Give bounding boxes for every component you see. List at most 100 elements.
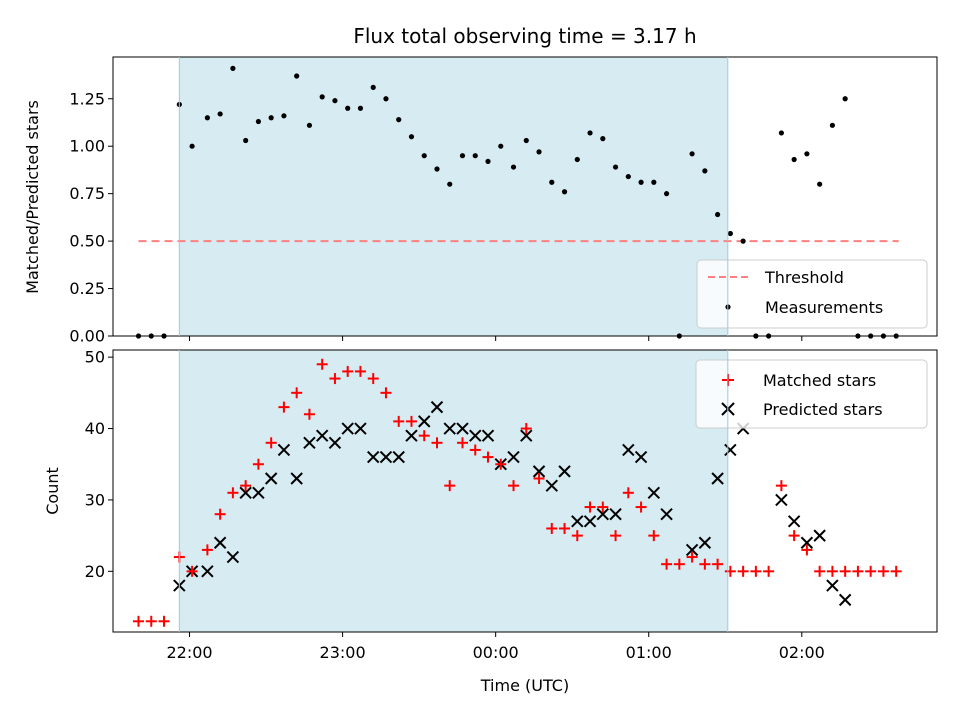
measurement-point bbox=[549, 179, 555, 185]
y-tick-label: 0.75 bbox=[69, 184, 105, 203]
matched-star-point bbox=[877, 565, 889, 577]
predicted-star-point bbox=[634, 450, 648, 464]
top-observing-window bbox=[179, 57, 728, 336]
measurement-point bbox=[587, 130, 593, 136]
predicted-star-point bbox=[558, 465, 571, 478]
predicted-star-point bbox=[290, 472, 303, 485]
measurement-point bbox=[357, 105, 364, 111]
matched-star-point bbox=[584, 501, 596, 513]
measurement-point bbox=[230, 65, 236, 71]
measurement-point bbox=[510, 164, 517, 170]
predicted-star-point bbox=[430, 400, 444, 414]
bottom-y-axis-label: Count bbox=[43, 467, 62, 515]
predicted-star-point bbox=[367, 450, 380, 464]
matched-star-point bbox=[763, 565, 775, 577]
matched-star-point bbox=[186, 565, 198, 577]
bottom-x-axis: 22:00 23:00 00:00 01:00 02:00 bbox=[166, 632, 825, 662]
predicted-star-point bbox=[711, 472, 724, 485]
predicted-star-point bbox=[571, 515, 584, 528]
predicted-star-point bbox=[520, 429, 533, 442]
y-tick-label: 0.25 bbox=[69, 279, 105, 298]
matched-star-point bbox=[673, 558, 685, 570]
predicted-star-point bbox=[239, 486, 252, 499]
top-legend: Threshold Measurements bbox=[696, 259, 928, 329]
matched-star-point bbox=[201, 544, 213, 556]
bottom-legend-box bbox=[695, 359, 928, 429]
matched-star-point bbox=[227, 487, 239, 499]
matched-star-point bbox=[635, 501, 647, 513]
predicted-star-point bbox=[596, 507, 610, 521]
matched-star-point bbox=[788, 530, 800, 542]
measurement-point bbox=[472, 153, 478, 159]
measurement-point bbox=[408, 134, 415, 140]
matched-star-point bbox=[380, 387, 392, 399]
matched-star-point bbox=[520, 423, 532, 435]
x-axis-label: Time (UTC) bbox=[480, 676, 569, 695]
predicted-star-point bbox=[341, 422, 354, 435]
matched-star-point bbox=[342, 365, 354, 377]
matched-star-point bbox=[316, 358, 328, 370]
measurement-point bbox=[804, 151, 810, 157]
matched-star-point bbox=[214, 508, 226, 520]
x-tick-label: 22:00 bbox=[166, 643, 212, 662]
top-axes-frame bbox=[112, 56, 938, 337]
y-tick-label: 30 bbox=[85, 490, 105, 509]
matched-star-point bbox=[890, 565, 902, 577]
predicted-star-point bbox=[507, 450, 520, 464]
measurement-point bbox=[447, 181, 453, 187]
measurement-point bbox=[817, 181, 823, 187]
predicted-star-point bbox=[685, 543, 699, 557]
measurement-point bbox=[370, 84, 376, 90]
measurement-point bbox=[727, 230, 733, 237]
matched-star-point bbox=[431, 437, 443, 449]
measurement-point bbox=[306, 122, 313, 128]
measurement-point bbox=[396, 117, 402, 123]
matched-star-point bbox=[724, 565, 736, 577]
predicted-star-point bbox=[660, 507, 673, 521]
measurement-point bbox=[638, 179, 644, 185]
matched-star-point bbox=[622, 487, 634, 499]
measurement-point bbox=[332, 98, 338, 104]
predicted-star-point bbox=[252, 486, 265, 499]
x-tick-label: 00:00 bbox=[473, 643, 519, 662]
bottom-legend: Matched stars Predicted stars bbox=[695, 359, 928, 429]
measurement-point bbox=[345, 105, 351, 111]
matched-star-point bbox=[133, 615, 145, 627]
matched-star-point bbox=[240, 480, 252, 492]
predicted-star-point bbox=[456, 422, 469, 435]
measurement-point bbox=[715, 211, 721, 218]
measurement-point bbox=[204, 115, 210, 121]
matched-star-point bbox=[418, 430, 430, 442]
predicted-star-point bbox=[609, 507, 622, 521]
matched-star-point bbox=[329, 373, 341, 385]
measurement-point bbox=[702, 168, 708, 174]
x-tick-label: 02:00 bbox=[779, 643, 825, 662]
measurement-point bbox=[485, 158, 491, 164]
measurement-point bbox=[434, 166, 440, 172]
matched-star-point bbox=[699, 558, 711, 570]
matched-star-point bbox=[482, 451, 494, 463]
matched-star-point bbox=[354, 365, 366, 377]
matched-star-point bbox=[571, 530, 583, 542]
predicted-star-point bbox=[201, 565, 214, 578]
measurement-point bbox=[561, 189, 568, 195]
top-panel: 0.00 0.25 0.50 0.75 1.00 1.25 Matched/Predict… bbox=[23, 56, 938, 346]
predicted-star-point bbox=[379, 450, 393, 464]
predicted-star-point bbox=[264, 472, 278, 485]
matched-star-point bbox=[444, 480, 456, 492]
measurement-point bbox=[842, 96, 848, 102]
top-y-axis-label: Matched/Predicted stars bbox=[23, 100, 42, 294]
measurement-point bbox=[536, 149, 542, 155]
y-tick-label: 0.00 bbox=[69, 327, 105, 346]
predicted-star-point bbox=[647, 486, 661, 499]
measurement-point bbox=[689, 151, 695, 157]
measurement-point bbox=[243, 137, 249, 144]
predicted-star-point bbox=[532, 465, 546, 478]
matched-star-point bbox=[158, 615, 170, 627]
bottom-panel: 20 30 40 50 22:00 23:00 00:00 01:00 02:00 Count… bbox=[43, 348, 938, 695]
measurement-point bbox=[600, 136, 606, 142]
predicted-star-point bbox=[443, 422, 456, 435]
measurement-point bbox=[217, 111, 223, 117]
predicted-star-point bbox=[813, 529, 826, 542]
